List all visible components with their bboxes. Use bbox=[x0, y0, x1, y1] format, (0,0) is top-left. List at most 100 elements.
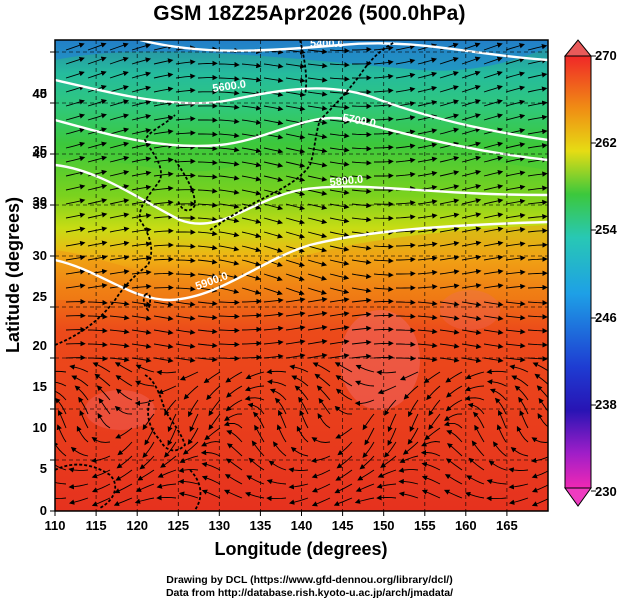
streamline bbox=[248, 457, 265, 471]
streamline bbox=[68, 467, 89, 473]
streamline bbox=[241, 326, 262, 333]
streamline bbox=[396, 313, 416, 320]
streamline bbox=[527, 228, 548, 234]
streamline bbox=[317, 412, 331, 429]
streamline bbox=[117, 441, 133, 456]
streamline bbox=[461, 357, 482, 364]
streamline bbox=[263, 259, 283, 267]
streamline bbox=[245, 371, 265, 380]
streamline bbox=[334, 483, 353, 494]
colorbar-labels: 270 262 254 246 238 230 bbox=[595, 48, 617, 499]
streamline bbox=[439, 343, 460, 349]
streamline bbox=[92, 362, 111, 373]
streamline bbox=[65, 283, 86, 289]
streamline bbox=[417, 241, 438, 247]
streamline bbox=[131, 85, 152, 93]
streamline bbox=[508, 483, 529, 490]
streamline bbox=[505, 57, 526, 65]
streamline bbox=[417, 255, 438, 262]
streamline bbox=[351, 297, 372, 304]
streamline bbox=[417, 227, 438, 233]
streamline bbox=[445, 399, 463, 412]
streamline bbox=[76, 425, 89, 443]
streamline bbox=[197, 159, 218, 166]
y-tick-labels: 0 5 10 15 20 25 30 35 40 45 bbox=[33, 86, 47, 518]
streamline bbox=[65, 113, 86, 121]
streamline bbox=[417, 284, 438, 290]
streamline bbox=[373, 340, 394, 347]
streamline bbox=[527, 128, 548, 135]
streamline bbox=[351, 245, 372, 251]
streamline bbox=[197, 244, 218, 251]
streamline bbox=[307, 231, 328, 239]
streamline bbox=[472, 411, 485, 429]
streamline bbox=[219, 161, 240, 167]
streamline bbox=[505, 283, 526, 290]
streamline bbox=[56, 424, 67, 443]
contour-label: 5400.0 bbox=[310, 38, 344, 50]
streamline bbox=[224, 413, 243, 422]
colorbar-label: 254 bbox=[595, 222, 617, 237]
y-tick-labels-extra: 30 35 40 45 bbox=[33, 86, 47, 263]
streamline bbox=[446, 430, 463, 443]
streamline bbox=[376, 369, 397, 376]
streamline bbox=[329, 161, 350, 167]
streamline bbox=[65, 56, 85, 65]
streamline bbox=[246, 475, 265, 485]
streamline bbox=[443, 489, 463, 499]
streamline bbox=[263, 175, 284, 182]
streamline bbox=[219, 203, 240, 209]
streamline bbox=[329, 76, 350, 82]
y-tick-label: 5 bbox=[40, 461, 47, 476]
streamline bbox=[142, 413, 155, 431]
streamline bbox=[439, 226, 460, 233]
streamline bbox=[396, 299, 416, 306]
streamline bbox=[285, 217, 306, 225]
streamline bbox=[505, 142, 526, 149]
streamline bbox=[439, 127, 460, 135]
streamline bbox=[417, 328, 438, 335]
streamline bbox=[395, 44, 416, 51]
streamline bbox=[373, 272, 394, 278]
streamline bbox=[65, 141, 86, 149]
streamline bbox=[351, 188, 372, 194]
streamline bbox=[206, 385, 221, 401]
x-tick-label: 125 bbox=[167, 518, 189, 533]
streamline bbox=[87, 42, 107, 51]
streamline bbox=[244, 385, 265, 392]
streamline bbox=[354, 399, 375, 407]
streamline bbox=[87, 341, 108, 348]
streamline bbox=[87, 226, 108, 233]
streamline bbox=[355, 380, 375, 387]
colorbar bbox=[563, 39, 596, 507]
streamline bbox=[285, 161, 306, 168]
streamline bbox=[417, 128, 438, 135]
streamline bbox=[219, 287, 240, 294]
streamline bbox=[373, 116, 394, 122]
streamline bbox=[307, 296, 328, 303]
streamline bbox=[417, 156, 438, 163]
streamline bbox=[334, 362, 353, 373]
streamline bbox=[189, 413, 199, 433]
streamline bbox=[285, 339, 306, 345]
streamline bbox=[197, 188, 218, 194]
streamline bbox=[134, 497, 155, 504]
streamline bbox=[87, 99, 107, 107]
streamline bbox=[285, 175, 306, 183]
streamline bbox=[219, 259, 240, 266]
streamline bbox=[131, 113, 152, 121]
streamline bbox=[307, 105, 328, 111]
streamline bbox=[329, 339, 350, 345]
streamline bbox=[483, 254, 504, 261]
streamline bbox=[399, 455, 419, 463]
streamline bbox=[329, 297, 350, 303]
streamline bbox=[498, 409, 507, 429]
streamline bbox=[135, 364, 155, 373]
streamline bbox=[461, 254, 482, 261]
streamline bbox=[164, 399, 177, 416]
streamline bbox=[219, 76, 240, 82]
streamline bbox=[153, 157, 174, 163]
streamline bbox=[439, 329, 460, 335]
streamline bbox=[505, 184, 526, 191]
streamline bbox=[510, 446, 529, 457]
